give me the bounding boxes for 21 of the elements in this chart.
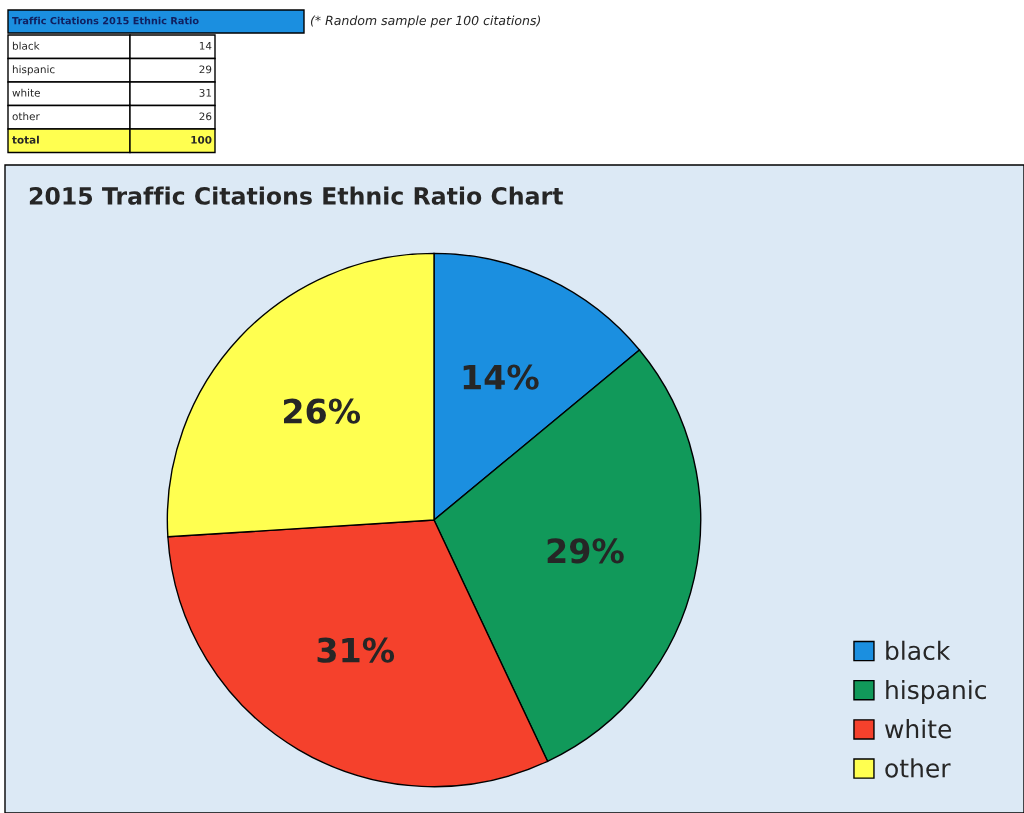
text: 100	[191, 135, 212, 144]
category-label: hispanic	[12, 65, 55, 76]
text: Traffic Citations 2015 Ethnic Ratio	[12, 16, 199, 25]
category-label: white	[12, 88, 40, 97]
legend-label: hispanic	[886, 679, 986, 705]
legend-label: white	[885, 719, 952, 739]
legend-label: other	[885, 758, 951, 778]
category-label: black	[12, 41, 40, 50]
text: total	[12, 135, 39, 144]
data-label: 26%	[284, 398, 361, 424]
category-label: other	[12, 112, 40, 121]
text: (* Random sample per 100 citations)	[310, 15, 541, 28]
chart-title: 2015 Traffic Citations Ethnic Ratio Chart	[29, 186, 563, 205]
data-label: 14%	[463, 364, 539, 390]
text: 14	[199, 42, 212, 50]
text: 29	[199, 65, 212, 74]
data-label: 31%	[317, 637, 395, 663]
legend-label: black	[886, 640, 951, 661]
text: 26	[199, 112, 212, 121]
data-label: 29%	[547, 538, 624, 564]
text: 31	[199, 88, 212, 97]
